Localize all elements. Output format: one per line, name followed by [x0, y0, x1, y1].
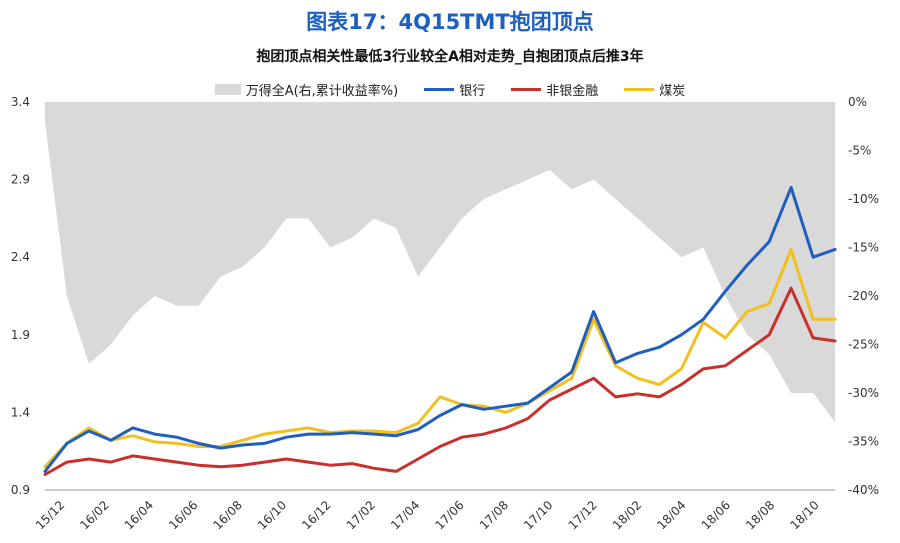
y-tick-label-right: 0%: [848, 95, 867, 109]
y-tick-label-right: -40%: [848, 483, 879, 497]
y-tick-label-right: -10%: [848, 192, 879, 206]
x-tick-label: 18/10: [787, 498, 821, 532]
x-tick-label: 16/04: [122, 498, 156, 532]
series-line-nonbank: [43, 286, 837, 476]
legend-label-coal: 煤炭: [659, 83, 686, 99]
chart-title: 抱团顶点相关性最低3行业较全A相对走势_自抱团顶点后推3年: [256, 49, 644, 65]
y-tick-label-right: -35%: [848, 435, 879, 449]
area-layer: [45, 102, 835, 423]
legend-item-area: 万得全A(右,累计收益率%): [214, 80, 399, 99]
figure-title: 图表17：4Q15TMT抱团顶点: [306, 10, 594, 34]
legend-label-nonbank: 非银金融: [546, 83, 599, 99]
x-tick-label: 17/06: [432, 498, 466, 532]
y-tick-label-right: -20%: [848, 289, 879, 303]
y-tick-label-left: 3.4: [11, 95, 30, 109]
area-wind-all-a: [45, 102, 835, 423]
x-tick-label: 16/06: [166, 498, 200, 532]
legend-item-coal: 煤炭: [624, 80, 685, 99]
legend-swatch-coal: [624, 87, 655, 91]
y-tick-label-right: -5%: [848, 144, 871, 158]
x-tick-label: 16/10: [255, 498, 289, 532]
legend-item-nonbank: 非银金融: [511, 80, 598, 99]
x-tick-label: 18/02: [610, 498, 644, 532]
x-tick-label: 16/02: [77, 498, 111, 532]
legend-swatch-bank: [424, 87, 455, 91]
y-tick-label-left: 1.4: [11, 405, 30, 419]
y-tick-label-left: 0.9: [11, 483, 30, 497]
series-line-bank: [43, 185, 837, 473]
x-tick-label: 18/08: [743, 498, 777, 532]
y-tick-label-left: 2.9: [11, 173, 30, 187]
legend-label-area: 万得全A(右,累计收益率%): [245, 83, 399, 99]
y-tick-label-right: -15%: [848, 241, 879, 255]
legend-swatch-area: [214, 83, 241, 95]
legend-swatch-nonbank: [511, 87, 542, 91]
series-layer: [43, 185, 837, 476]
series-line-coal: [43, 247, 837, 469]
x-tick-label: 16/12: [299, 498, 333, 532]
y-tick-label-right: -30%: [848, 386, 879, 400]
y-tick-label-left: 1.9: [11, 328, 30, 342]
x-tick-label: 17/10: [521, 498, 555, 532]
x-tick-label: 17/08: [477, 498, 511, 532]
x-tick-label: 18/04: [654, 498, 688, 532]
x-tick-label: 17/12: [566, 498, 600, 532]
x-tick-label: 15/12: [33, 498, 67, 532]
chart-legend: 万得全A(右,累计收益率%) 银行 非银金融 煤炭: [0, 79, 900, 99]
legend-label-bank: 银行: [459, 83, 486, 99]
y-tick-label-right: -25%: [848, 338, 879, 352]
legend-item-bank: 银行: [424, 80, 485, 99]
x-tick-label: 17/02: [344, 498, 378, 532]
y-tick-label-left: 2.4: [11, 250, 30, 264]
x-tick-label: 17/04: [388, 498, 422, 532]
x-tick-label: 16/08: [211, 498, 245, 532]
x-tick-label: 18/06: [699, 498, 733, 532]
